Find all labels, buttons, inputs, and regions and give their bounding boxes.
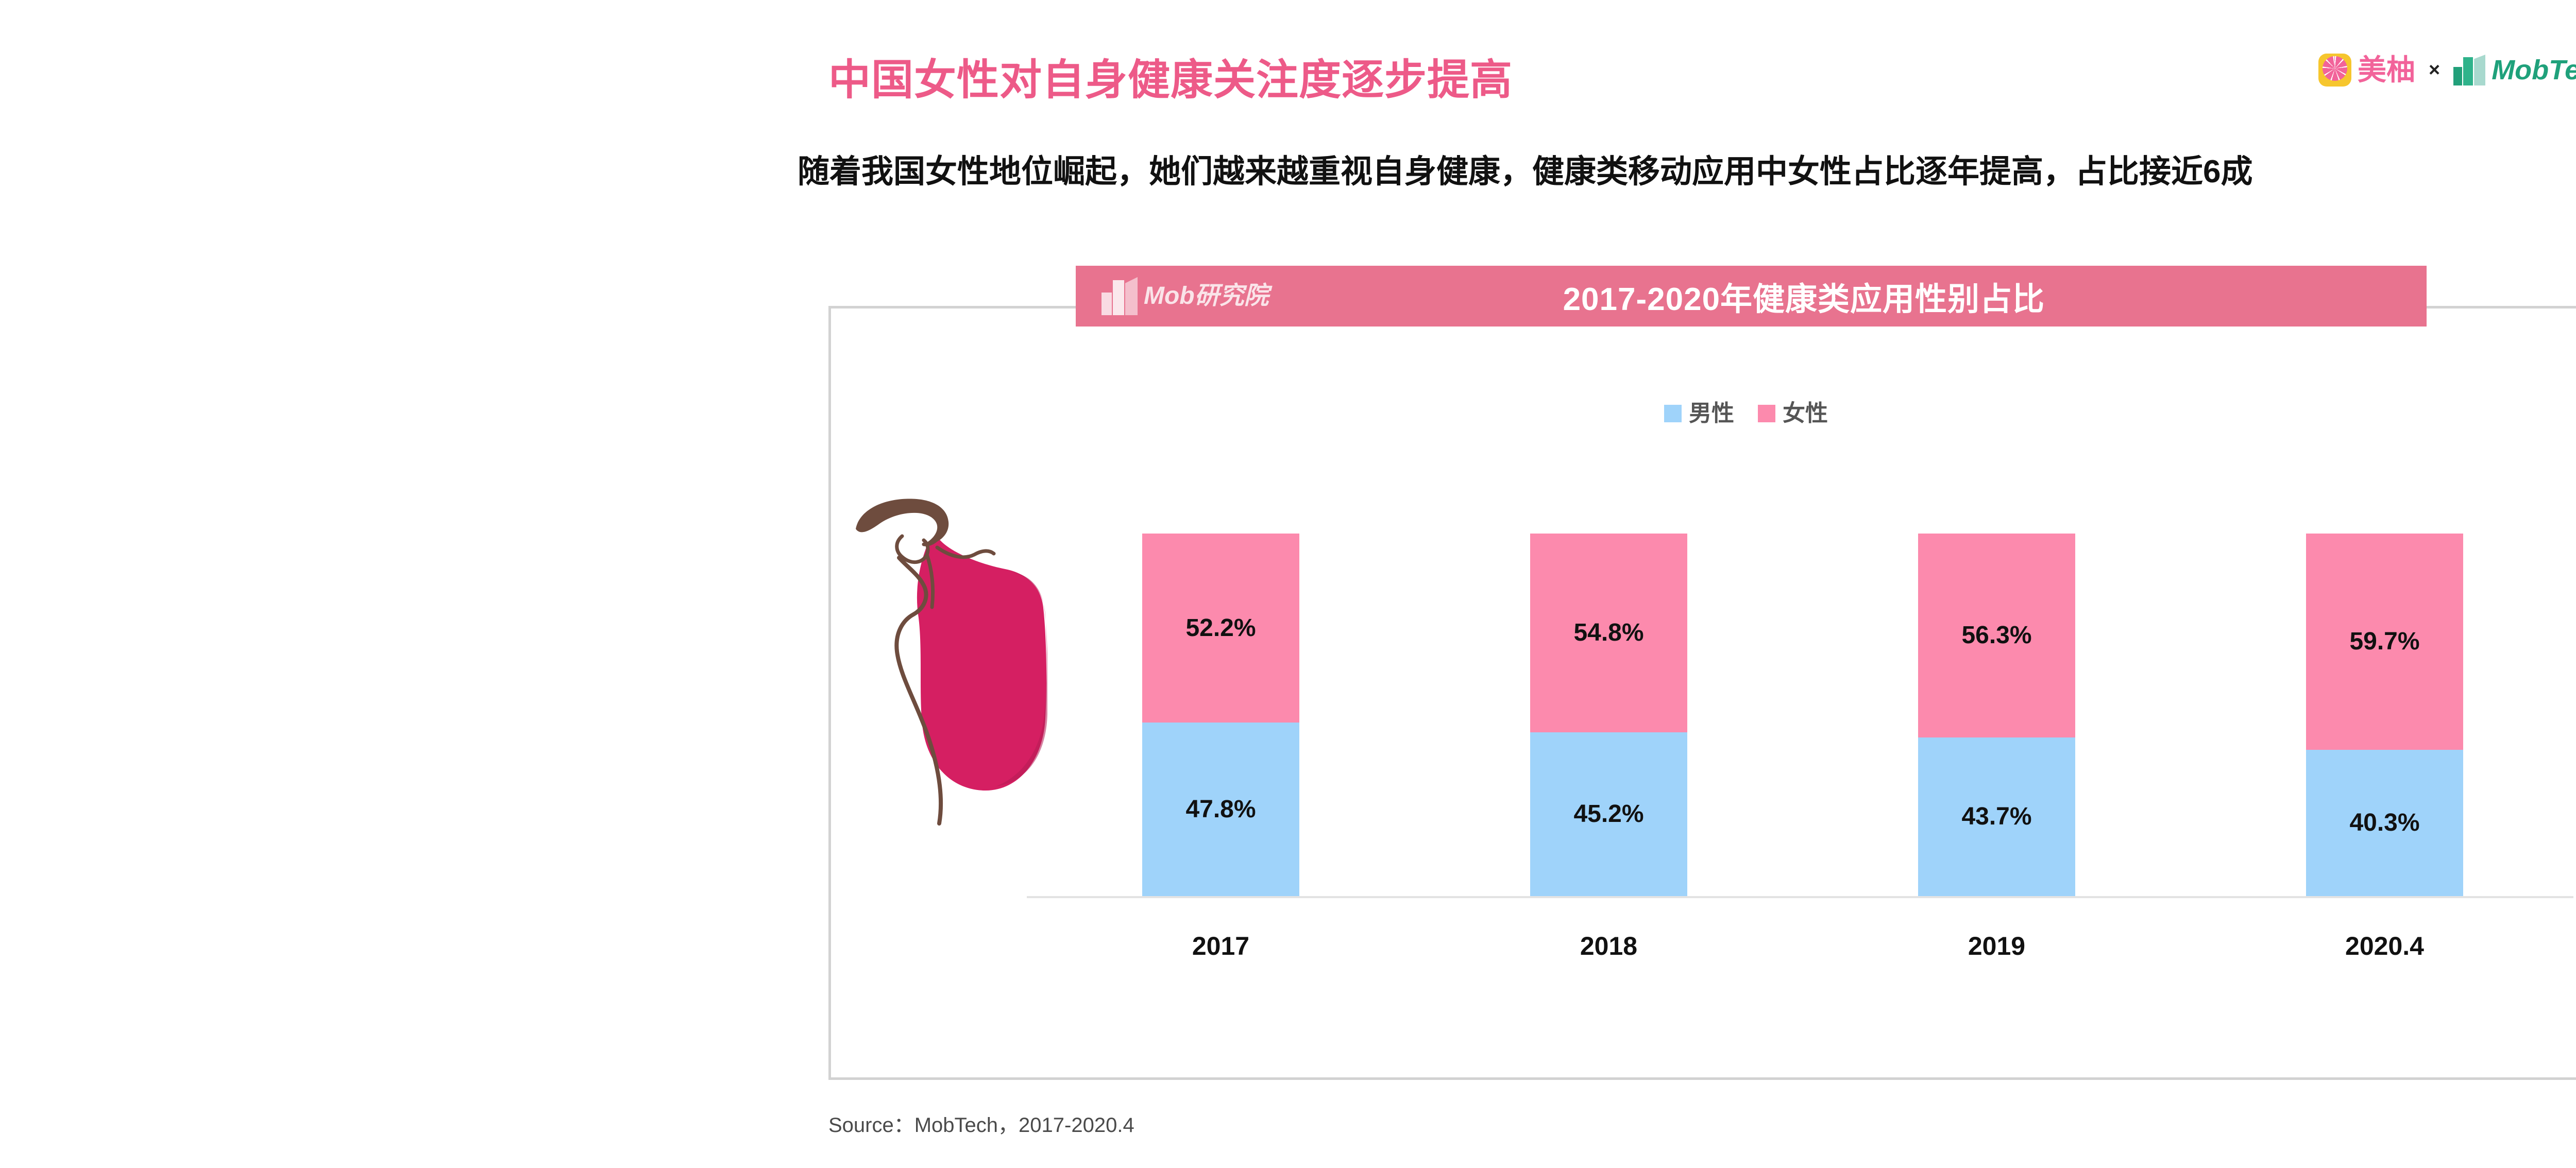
legend-label-male: 男性 (1689, 401, 1734, 426)
meiyou-pomelo-icon (2318, 54, 2351, 87)
legend-item-male[interactable]: 男性 (1664, 402, 1734, 425)
legend-swatch-female-icon (1758, 405, 1775, 422)
bar-group-2019: 56.3% 43.7% 2019 (1803, 534, 2191, 960)
chart-title: 2017-2020年健康类应用性别占比 (1563, 282, 2045, 317)
bar-stack: 52.2% 47.8% (1142, 534, 1299, 896)
bar-value-female: 56.3% (1961, 622, 2032, 649)
legend-swatch-male-icon (1664, 405, 1682, 422)
meiyou-wordmark: 美柚 (2358, 54, 2415, 86)
bar-value-male: 40.3% (2349, 809, 2420, 837)
x-axis-label: 2020.4 (2345, 932, 2424, 960)
legend-label-female: 女性 (1783, 401, 1828, 426)
bar-segment-female[interactable]: 56.3% (1918, 534, 2075, 738)
meiyou-logo: 美柚 (2318, 54, 2415, 87)
mobtech-logo: MobTech 袤博 (2453, 55, 2576, 85)
bar-group-2020-4: 59.7% 40.3% 2020.4 (2191, 534, 2576, 960)
mobtech-wordmark: MobTech (2492, 55, 2576, 85)
bar-segment-male[interactable]: 47.8% (1142, 723, 1299, 896)
source-note: Source：MobTech，2017-2020.4 (828, 1114, 1134, 1137)
x-axis-label: 2019 (1968, 932, 2026, 960)
woman-silhouette-icon (841, 482, 1047, 842)
bar-segment-female[interactable]: 54.8% (1530, 534, 1687, 732)
bar-value-male: 43.7% (1961, 803, 2032, 831)
bar-value-male: 45.2% (1573, 800, 1644, 828)
mob-institute-logo: Mob研究院 (1100, 277, 1269, 315)
page-title: 中国女性对自身健康关注度逐步提高 (828, 57, 1513, 104)
brand-lockup: 美柚 × MobTech 袤博 (2318, 47, 2576, 93)
page-subtitle: 随着我国女性地位崛起，她们越来越重视自身健康，健康类移动应用中女性占比逐年提高，… (798, 154, 2253, 190)
bar-segment-female[interactable]: 59.7% (2306, 534, 2463, 750)
plot-area: 52.2% 47.8% 2017 54.8% 45.2% (1027, 443, 2576, 989)
mob-institute-wordmark: Mob研究院 (1144, 282, 1269, 310)
bar-segment-male[interactable]: 43.7% (1918, 737, 2075, 896)
bar-value-male: 47.8% (1185, 795, 1256, 823)
bar-segment-male[interactable]: 40.3% (2306, 750, 2463, 896)
chart-legend: 男性 女性 (831, 402, 2576, 425)
x-axis-baseline (1027, 896, 2573, 898)
bar-value-female: 54.8% (1573, 619, 1644, 646)
bar-stack: 59.7% 40.3% (2306, 534, 2463, 896)
bar-segment-male[interactable]: 45.2% (1530, 732, 1687, 896)
bar-stack: 54.8% 45.2% (1530, 534, 1687, 896)
x-axis-label: 2018 (1580, 932, 1638, 960)
mobtech-bars-icon (2453, 55, 2486, 85)
mob-institute-bars-icon (1100, 277, 1139, 315)
bar-group-2018: 54.8% 45.2% 2018 (1415, 534, 1803, 960)
bar-stack: 56.3% 43.7% (1918, 534, 2075, 896)
bar-group-2017: 52.2% 47.8% 2017 (1027, 534, 1415, 960)
brand-separator-x-icon: × (2429, 59, 2441, 81)
bars-row: 52.2% 47.8% 2017 54.8% 45.2% (1027, 534, 2576, 960)
chart-card: 男性 女性 (828, 306, 2576, 1080)
bar-value-female: 52.2% (1185, 614, 1256, 642)
chart-title-banner: Mob研究院 2017-2020年健康类应用性别占比 (1076, 266, 2427, 327)
x-axis-label: 2017 (1192, 932, 1250, 960)
bar-value-female: 59.7% (2349, 628, 2420, 656)
bar-segment-female[interactable]: 52.2% (1142, 534, 1299, 723)
legend-item-female[interactable]: 女性 (1758, 402, 1828, 425)
